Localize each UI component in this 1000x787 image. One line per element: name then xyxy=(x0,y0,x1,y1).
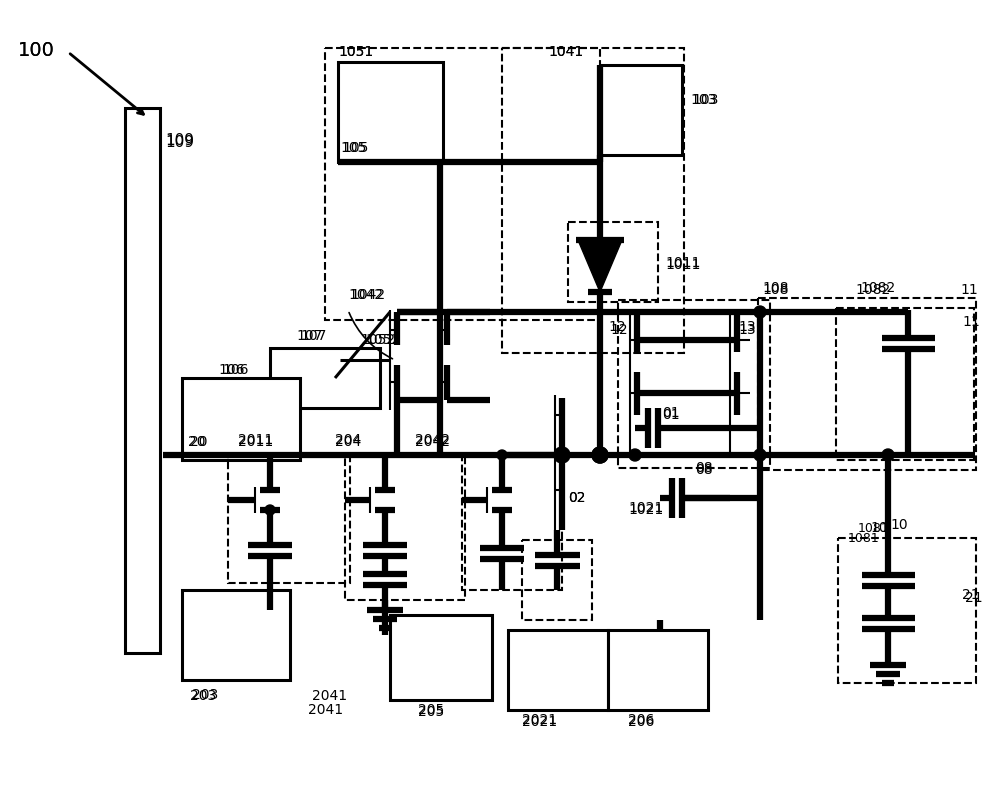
Text: 08: 08 xyxy=(695,461,713,475)
Text: 107: 107 xyxy=(296,329,322,343)
Text: 106: 106 xyxy=(218,363,245,377)
Text: 108: 108 xyxy=(762,283,788,297)
Text: 100: 100 xyxy=(18,40,55,60)
Text: 105: 105 xyxy=(342,141,368,155)
Bar xyxy=(568,222,658,302)
Text: 21: 21 xyxy=(962,588,980,602)
Bar xyxy=(228,455,350,583)
Text: 1041: 1041 xyxy=(548,45,583,59)
Bar xyxy=(522,540,592,620)
Text: 02: 02 xyxy=(568,491,586,505)
Text: 2011: 2011 xyxy=(238,433,273,447)
Text: 11: 11 xyxy=(960,283,978,297)
Bar xyxy=(618,300,770,468)
Bar xyxy=(338,62,443,162)
Text: 108: 108 xyxy=(762,281,788,295)
Text: 13: 13 xyxy=(738,320,756,334)
Bar xyxy=(125,108,160,653)
Polygon shape xyxy=(578,240,622,292)
Text: 107: 107 xyxy=(300,329,326,343)
Circle shape xyxy=(497,450,507,460)
Text: 1021: 1021 xyxy=(628,503,663,517)
Bar xyxy=(838,538,976,683)
Text: 204: 204 xyxy=(335,433,361,447)
Circle shape xyxy=(882,449,894,461)
Text: 2011: 2011 xyxy=(238,435,273,449)
Bar xyxy=(508,630,608,710)
Circle shape xyxy=(554,447,570,463)
Text: 21: 21 xyxy=(965,591,983,605)
Text: 13: 13 xyxy=(738,323,756,337)
Text: 10: 10 xyxy=(890,518,908,532)
Text: 20: 20 xyxy=(190,435,208,449)
Text: 1041: 1041 xyxy=(548,45,583,59)
Bar xyxy=(182,590,290,680)
Circle shape xyxy=(265,505,275,515)
Bar xyxy=(390,615,492,700)
Text: 1082: 1082 xyxy=(855,283,890,297)
Text: 1082: 1082 xyxy=(860,281,895,295)
Text: 109: 109 xyxy=(165,132,194,147)
Text: 2042: 2042 xyxy=(415,435,450,449)
Circle shape xyxy=(629,449,641,461)
Text: 204: 204 xyxy=(335,435,361,449)
Text: 1051: 1051 xyxy=(338,45,373,59)
Text: 103: 103 xyxy=(692,93,718,107)
Text: 1042: 1042 xyxy=(350,288,385,302)
Text: 2021: 2021 xyxy=(522,715,557,729)
Circle shape xyxy=(754,306,766,318)
Text: 1021: 1021 xyxy=(628,501,663,515)
Text: 1081: 1081 xyxy=(858,522,890,534)
Text: 100: 100 xyxy=(18,40,55,60)
Bar xyxy=(325,48,600,320)
Bar xyxy=(758,298,976,470)
Bar xyxy=(270,348,380,408)
Text: 203: 203 xyxy=(190,689,216,703)
Text: 01: 01 xyxy=(662,408,680,422)
Text: 203: 203 xyxy=(192,688,218,702)
Text: 1052: 1052 xyxy=(360,333,395,347)
Text: 205: 205 xyxy=(418,703,444,717)
Text: 109: 109 xyxy=(165,135,194,150)
Text: 02: 02 xyxy=(568,491,586,505)
Text: 1042: 1042 xyxy=(348,288,383,302)
Text: 2042: 2042 xyxy=(415,433,450,447)
Circle shape xyxy=(592,447,608,463)
Text: 10: 10 xyxy=(870,521,888,535)
Text: 2041: 2041 xyxy=(312,689,347,703)
Bar xyxy=(836,308,974,460)
Text: 206: 206 xyxy=(628,713,654,727)
Text: 103: 103 xyxy=(690,93,716,107)
Bar xyxy=(345,455,465,600)
Text: 1081: 1081 xyxy=(848,531,880,545)
Text: 1011: 1011 xyxy=(665,258,700,272)
Text: 1052: 1052 xyxy=(365,333,400,347)
Text: 206: 206 xyxy=(628,715,654,729)
Text: 20: 20 xyxy=(188,435,206,449)
Text: 2021: 2021 xyxy=(522,713,557,727)
Text: 2041: 2041 xyxy=(308,703,343,717)
Text: 11: 11 xyxy=(962,315,980,329)
Bar xyxy=(502,48,684,353)
Text: 205: 205 xyxy=(418,705,444,719)
Text: 105: 105 xyxy=(340,141,366,155)
Bar xyxy=(182,378,300,460)
Text: 12: 12 xyxy=(610,323,628,337)
Circle shape xyxy=(754,449,766,461)
Text: 01: 01 xyxy=(662,406,680,420)
Circle shape xyxy=(592,447,608,463)
Text: 1011: 1011 xyxy=(665,256,700,270)
Bar xyxy=(608,630,708,710)
Text: 106: 106 xyxy=(222,363,249,377)
Bar xyxy=(600,65,682,155)
Text: 1051: 1051 xyxy=(338,45,373,59)
Bar xyxy=(462,455,562,590)
Text: 12: 12 xyxy=(608,320,626,334)
Text: 08: 08 xyxy=(695,463,713,477)
